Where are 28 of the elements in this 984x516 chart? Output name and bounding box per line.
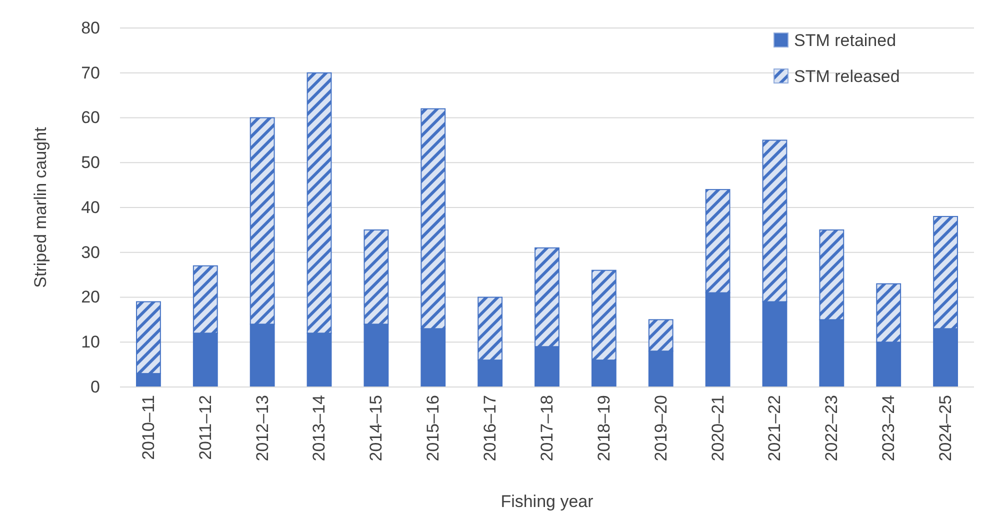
x-tick-label: 2011–12: [196, 395, 215, 460]
x-tick-label: 2017–18: [537, 395, 556, 462]
x-tick-label: 2015–16: [424, 395, 443, 462]
x-tick-label: 2020–21: [708, 395, 728, 462]
x-tick-label: 2014–15: [366, 395, 386, 462]
x-tick-label: 2021–22: [765, 395, 784, 462]
y-tick-label: 0: [90, 377, 100, 396]
y-tick-label: 60: [81, 108, 100, 128]
y-tick-label: 20: [81, 288, 100, 307]
y-tick-label: 50: [81, 153, 100, 172]
legend-label: STM released: [794, 66, 900, 86]
x-tick-label: 2019–20: [651, 395, 670, 462]
y-tick-label: 10: [81, 332, 100, 352]
x-tick-label: 2022–23: [822, 395, 842, 462]
x-tick-label: 2018–19: [594, 395, 614, 462]
y-tick-label: 70: [81, 63, 100, 82]
legend-label: STM retained: [794, 30, 896, 50]
y-axis-title: Striped marlin caught: [31, 126, 50, 288]
y-tick-label: 30: [81, 242, 100, 262]
y-tick-label: 40: [81, 198, 100, 217]
x-tick-label: 2012–13: [252, 395, 272, 462]
x-tick-label: 2013–14: [310, 395, 329, 462]
x-tick-label: 2016–17: [480, 395, 500, 462]
y-tick-label: 80: [81, 18, 100, 38]
x-tick-label: 2023–24: [879, 395, 898, 462]
x-tick-label: 2024–25: [936, 395, 955, 462]
x-tick-label: 2010–11: [138, 395, 158, 460]
x-axis-title: Fishing year: [500, 492, 594, 511]
